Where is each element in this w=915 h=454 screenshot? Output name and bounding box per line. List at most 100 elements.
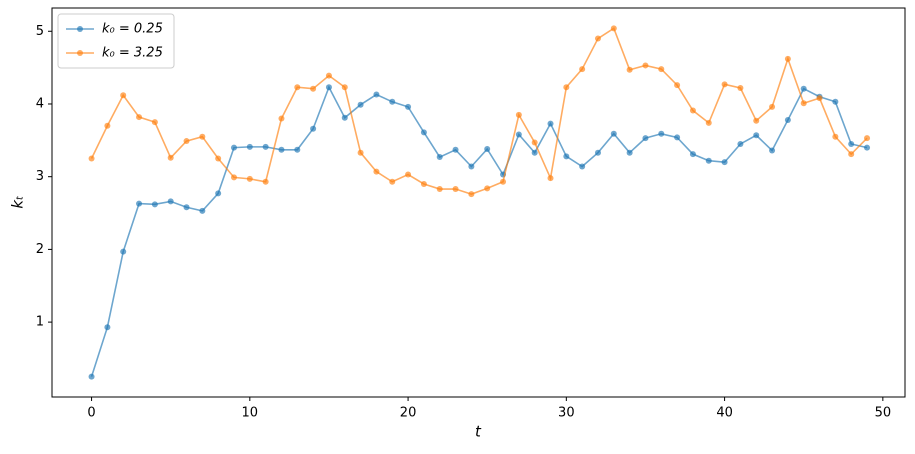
data-point xyxy=(341,114,348,121)
data-point xyxy=(753,117,760,124)
data-point xyxy=(183,204,190,211)
y-tick-label: 3 xyxy=(36,169,44,184)
data-point xyxy=(246,175,253,182)
data-point xyxy=(769,147,776,154)
data-point xyxy=(800,100,807,107)
data-point xyxy=(230,174,237,181)
y-tick-label: 2 xyxy=(36,242,44,257)
x-tick-label: 20 xyxy=(400,406,417,421)
data-point xyxy=(721,81,728,88)
data-point xyxy=(420,129,427,136)
data-point xyxy=(515,131,522,138)
data-point xyxy=(230,144,237,151)
data-point xyxy=(705,157,712,164)
y-tick-label: 4 xyxy=(36,96,44,111)
data-point xyxy=(373,168,380,175)
data-point xyxy=(848,140,855,147)
data-point xyxy=(262,143,269,150)
plot-frame xyxy=(51,7,906,398)
data-point xyxy=(626,149,633,156)
x-tick-label: 10 xyxy=(242,406,259,421)
data-point xyxy=(832,98,839,105)
legend-label: k₀ = 3.25 xyxy=(102,46,163,61)
data-point xyxy=(484,146,491,153)
data-point xyxy=(753,132,760,139)
data-point xyxy=(579,66,586,73)
data-point xyxy=(547,175,554,182)
data-point xyxy=(864,144,871,151)
x-tick-label: 30 xyxy=(558,406,575,421)
data-point xyxy=(183,138,190,145)
data-point xyxy=(658,66,665,73)
data-point xyxy=(610,130,617,137)
data-point xyxy=(547,120,554,127)
x-tick-label: 40 xyxy=(716,406,733,421)
legend-label: k₀ = 0.25 xyxy=(102,22,163,37)
y-tick-label: 5 xyxy=(36,24,44,39)
data-point xyxy=(737,140,744,147)
data-point xyxy=(594,35,601,42)
data-point xyxy=(104,324,111,331)
data-point xyxy=(294,84,301,91)
data-point xyxy=(594,149,601,156)
data-point xyxy=(215,190,222,197)
data-point xyxy=(88,155,95,162)
data-point xyxy=(294,146,301,153)
data-point xyxy=(136,114,143,121)
data-point xyxy=(784,55,791,62)
data-point xyxy=(848,151,855,158)
data-point xyxy=(341,84,348,91)
data-point xyxy=(800,85,807,92)
data-point xyxy=(246,143,253,150)
x-tick-label: 0 xyxy=(87,406,95,421)
data-point xyxy=(452,146,459,153)
legend-marker xyxy=(77,50,83,56)
data-point xyxy=(674,82,681,89)
data-point xyxy=(373,91,380,98)
data-point xyxy=(325,84,332,91)
data-point xyxy=(167,154,174,161)
data-point xyxy=(531,139,538,146)
data-point xyxy=(310,85,317,92)
data-point xyxy=(436,154,443,161)
data-point xyxy=(642,135,649,142)
data-point xyxy=(120,248,127,255)
data-point xyxy=(452,186,459,193)
data-point xyxy=(610,25,617,32)
data-point xyxy=(262,178,269,185)
data-point xyxy=(515,111,522,118)
data-point xyxy=(674,134,681,141)
data-point xyxy=(721,159,728,166)
data-point xyxy=(816,95,823,102)
data-point xyxy=(167,198,174,205)
series-line xyxy=(90,27,868,195)
data-point xyxy=(136,200,143,207)
data-point xyxy=(531,149,538,156)
x-tick-label: 50 xyxy=(875,406,892,421)
data-point xyxy=(389,178,396,185)
data-point xyxy=(784,116,791,123)
data-point xyxy=(563,84,570,91)
data-point xyxy=(737,84,744,91)
data-point xyxy=(689,151,696,158)
data-point xyxy=(500,178,507,185)
data-point xyxy=(689,107,696,114)
data-point xyxy=(88,373,95,380)
data-point xyxy=(468,191,475,198)
legend-box xyxy=(57,13,175,69)
data-point xyxy=(468,163,475,170)
data-point xyxy=(864,135,871,142)
x-axis-label: t xyxy=(475,423,482,441)
data-point xyxy=(215,155,222,162)
data-point xyxy=(642,62,649,69)
data-point xyxy=(104,122,111,129)
data-point xyxy=(626,66,633,73)
data-point xyxy=(357,149,364,156)
data-point xyxy=(420,180,427,187)
data-point xyxy=(310,125,317,132)
data-point xyxy=(832,133,839,140)
data-point xyxy=(484,185,491,192)
data-point xyxy=(278,115,285,122)
y-axis-label: kₜ xyxy=(9,195,27,208)
